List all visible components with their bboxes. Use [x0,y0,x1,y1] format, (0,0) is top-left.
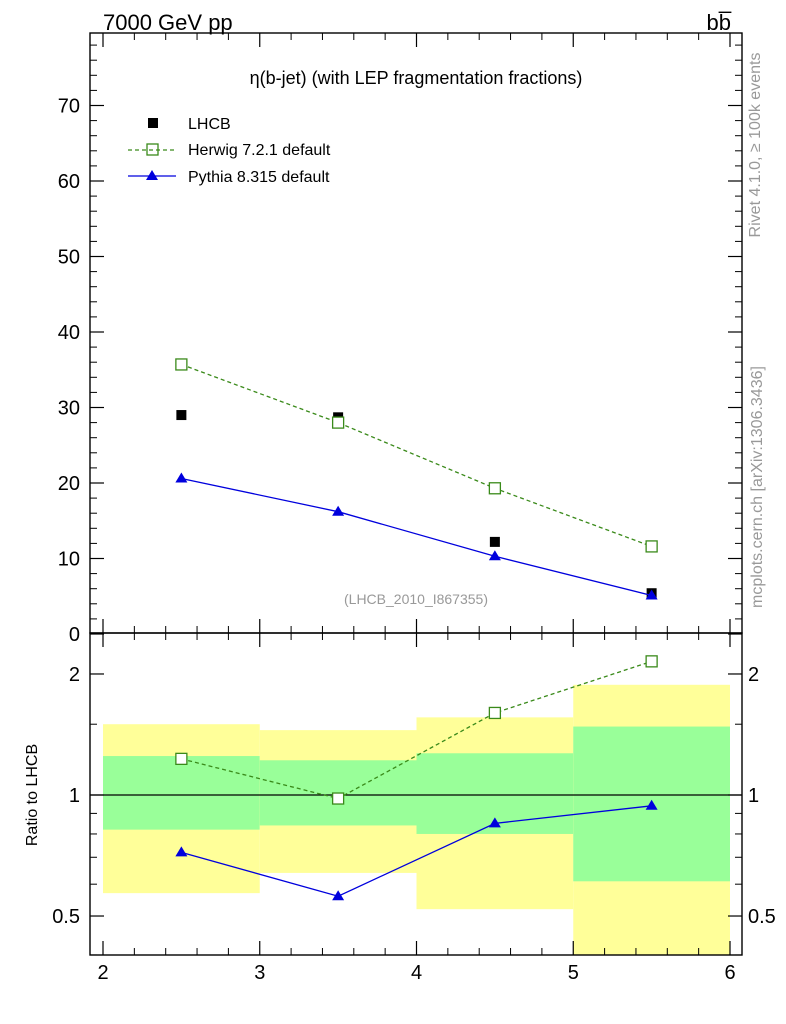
main-point-lhcb [176,410,187,421]
ratio-point-herwig [331,792,345,805]
ratio-point-herwig [645,655,658,668]
main-point-herwig [488,482,502,495]
main-line-pythia [181,477,652,597]
legend-marker-lhcb [148,118,158,128]
y-tick-label: 70 [58,96,80,118]
ratio-ylabel: Ratio to LHCB [24,744,41,846]
ratio-y-tick-label: 2 [69,664,80,686]
energy-label: 7000 GeV pp [103,10,233,35]
main-point-pythia [645,589,658,600]
legend-marker-pythia [146,170,158,180]
ratio-point-pythia [332,890,345,901]
ratio-point-pythia [488,817,501,828]
main-point-pythia [488,550,501,561]
ratio-line-herwig [181,660,652,800]
legend-label-pythia: Pythia 8.315 default [188,169,330,186]
ratio-y-tick-label: 1 [69,785,80,807]
main-point-herwig [175,358,188,371]
y-tick-label: 10 [58,549,80,571]
ratio-y-tick-label-right: 1 [748,785,759,807]
y-tick-label: 30 [58,398,80,420]
ratio-y-tick-label-right: 0.5 [748,906,776,928]
ratio-line-pythia [181,805,652,897]
y-tick-label: 0 [69,624,80,646]
plot-layer: 0 10 20 30 40 50 60 70 2 3 4 5 6 0.5 0.5 1 1 2 2 [52,32,776,984]
x-tick-label: 2 [97,962,108,984]
main-point-herwig [645,540,658,553]
rivet-label: Rivet 4.1.0, ≥ 100k events [747,53,764,238]
source-label: mcplots.cern.ch [arXiv:1306.3436] [749,366,766,608]
chart-title: η(b-jet) (with LEP fragmentation fractio… [250,68,583,88]
ratio-y-tick-label-right: 2 [748,664,759,686]
ratio-y-tick-label: 0.5 [52,906,80,928]
ratio-point-herwig [488,706,502,720]
x-tick-label: 5 [568,962,579,984]
main-line-herwig [181,363,652,548]
main-point-pythia [332,505,345,516]
main-point-lhcb [489,536,500,547]
x-tick-label: 4 [411,962,422,984]
process-label: bb̅ [707,10,732,35]
main-point-herwig [331,416,345,429]
legend-label-lhcb: LHCB [188,116,231,133]
y-tick-label: 20 [58,473,80,495]
y-tick-label: 40 [58,322,80,344]
legend: LHCB Herwig 7.2.1 default Pythia 8.315 d… [128,116,331,186]
y-tick-label: 60 [58,171,80,193]
ratio-point-pythia [645,799,658,810]
x-tick-label: 3 [254,962,265,984]
ratio-point-pythia [175,846,188,857]
x-tick-label: 6 [724,962,735,984]
y-tick-label: 50 [58,247,80,269]
legend-label-herwig: Herwig 7.2.1 default [188,142,331,159]
legend-marker-herwig [146,143,159,156]
analysis-reference: (LHCB_2010_I867355) [344,591,488,607]
ratio-point-herwig [175,752,188,766]
main-point-pythia [175,472,188,483]
ratio-band-inner [103,756,260,830]
